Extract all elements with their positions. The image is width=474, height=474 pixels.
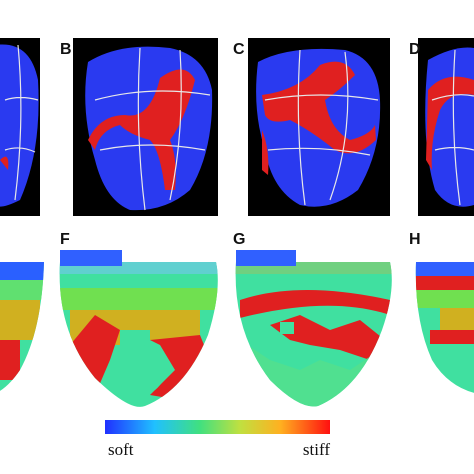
panel-label: G (233, 231, 245, 248)
panel-label: H (409, 231, 421, 248)
bottom-panels (0, 250, 474, 407)
panel-label: F (60, 231, 70, 248)
colorbar-min-label: soft (108, 440, 134, 459)
panel-label: C (233, 41, 245, 58)
top-panels (0, 38, 474, 216)
panel-label: D (409, 41, 421, 58)
colorbar-max-label: stiff (303, 440, 330, 459)
colorbar (105, 420, 330, 434)
panel-label: B (60, 41, 72, 58)
